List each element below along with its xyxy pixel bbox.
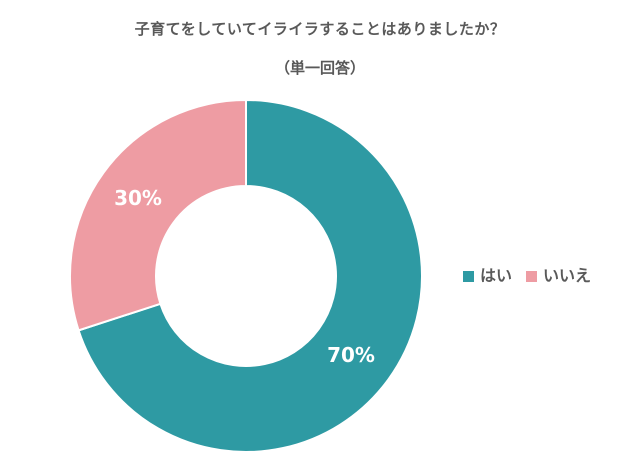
legend-item-yes: はい — [463, 262, 512, 286]
slice-no — [69, 98, 247, 332]
legend-item-no: いいえ — [526, 262, 591, 286]
legend-label-yes: はい — [480, 266, 513, 285]
legend-label-no: いいえ — [543, 266, 592, 285]
legend-swatch-yes — [463, 270, 474, 282]
slice-label-no: 30% — [114, 186, 162, 210]
legend-swatch-no — [526, 270, 538, 282]
slice-yes — [77, 98, 423, 453]
chart-subtitle: （単一回答） — [274, 59, 365, 77]
chart-title: 子育てをしていてイライラすることはありましたか？ — [134, 20, 506, 38]
donut-slices — [69, 98, 423, 453]
chart-legend: はい いいえ — [463, 262, 591, 286]
slice-label-yes: 70% — [327, 343, 375, 367]
